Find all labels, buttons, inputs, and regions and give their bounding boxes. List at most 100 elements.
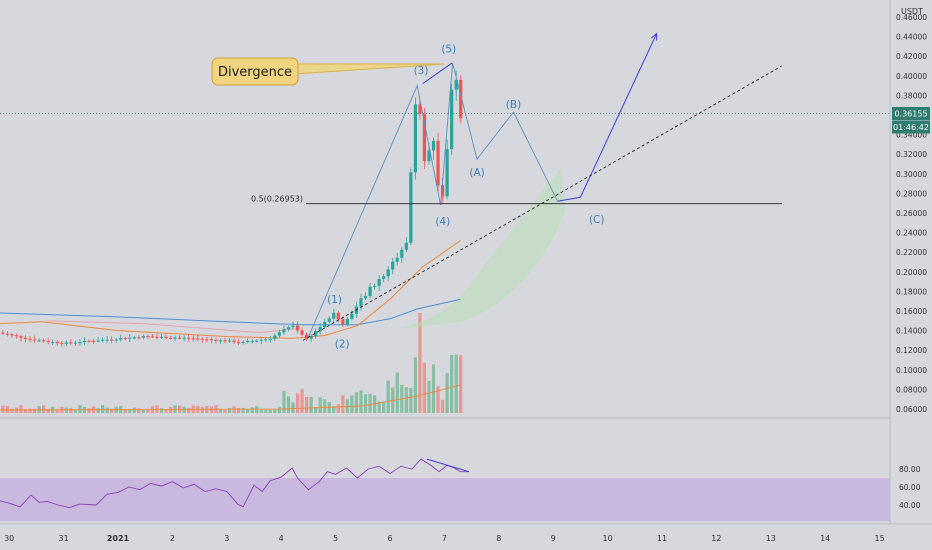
candle-body [168, 337, 173, 339]
candle-body [323, 321, 327, 328]
time-tick-label: 7 [442, 534, 447, 543]
wave-label: (1) [327, 294, 342, 306]
divergence-callout[interactable]: Divergence [211, 57, 445, 86]
volume-bar [159, 408, 164, 413]
candle-body [327, 318, 331, 322]
volume-bar [273, 408, 277, 413]
candle-body [295, 325, 300, 331]
volume-bar [264, 409, 268, 413]
elliott-wave-line [306, 62, 559, 340]
candle-body [96, 340, 100, 342]
price-tick-label: 0.42000 [896, 52, 927, 61]
candle-body [232, 340, 236, 343]
candle-body [459, 79, 463, 118]
svg-text:01:46:42: 01:46:42 [893, 123, 929, 132]
candle-body [78, 342, 82, 344]
volume-bar [146, 409, 150, 413]
grid [0, 113, 890, 419]
volume-bar [395, 372, 399, 413]
volume-bar [259, 409, 263, 413]
price-axis-ticks: 0.460000.440000.420000.400000.380000.360… [896, 13, 927, 414]
volume-bar [300, 389, 304, 413]
wave-label: (A) [469, 167, 484, 179]
rsi-tick-label: 40.00 [899, 501, 921, 510]
ma-pink [47, 320, 298, 334]
fib-level-label: 0.5(0.26953) [251, 195, 303, 204]
volume-bar [440, 399, 445, 413]
candle-body [431, 140, 436, 151]
time-tick-label: 6 [387, 534, 392, 543]
candle-body [51, 341, 55, 343]
candle-body [178, 337, 182, 339]
wave-label: (5) [441, 43, 456, 55]
price-tick-label: 0.12000 [896, 346, 927, 355]
candle-body [191, 338, 195, 340]
volume-bar [268, 409, 272, 413]
rsi-tick-label: 80.00 [899, 465, 921, 474]
volume-bar [236, 408, 241, 413]
volume-bar [69, 407, 73, 413]
time-tick-label: 13 [766, 534, 776, 543]
price-tick-label: 0.38000 [896, 91, 927, 100]
time-tick-label: 30 [4, 534, 14, 543]
candle-body [146, 336, 150, 338]
candle-body [413, 104, 417, 173]
candle-body [87, 340, 91, 342]
price-axis-panel[interactable] [890, 0, 932, 550]
price-tick-label: 0.18000 [896, 287, 927, 296]
candle-body [159, 336, 164, 338]
price-tick-label: 0.28000 [896, 189, 927, 198]
candle-body [359, 298, 363, 307]
candle-body [23, 337, 28, 339]
price-tick-label: 0.44000 [896, 33, 927, 42]
candle-body [372, 285, 377, 287]
candle-body [209, 339, 213, 341]
current-price-tag: 0.36155 01:46:42 [892, 106, 930, 134]
volume-bar [73, 409, 77, 413]
candle-body [187, 337, 191, 339]
candle-body [100, 339, 105, 341]
candle-body [82, 340, 87, 343]
volume-bar [336, 404, 340, 413]
volume-bar [200, 407, 204, 413]
candle-body [173, 337, 177, 339]
price-tick-label: 0.30000 [896, 170, 927, 179]
candle-body [223, 340, 227, 342]
price-tick-label: 0.22000 [896, 248, 927, 257]
volume-bar [96, 408, 100, 413]
volume-bar [42, 405, 46, 413]
volume-bar [309, 396, 313, 413]
rsi-line [0, 458, 470, 509]
volume-bar [250, 407, 254, 413]
volume-bar [304, 397, 309, 413]
volume-bar [459, 355, 463, 413]
volume-ma [0, 384, 461, 411]
candle-body [291, 325, 295, 328]
volume-bar [359, 390, 363, 413]
price-tick-label: 0.26000 [896, 209, 927, 218]
price-tick-label: 0.34000 [896, 131, 927, 140]
rsi-band [0, 478, 890, 521]
candle-body [427, 150, 431, 162]
volume-bar [55, 409, 59, 413]
projection-cloud-shape [379, 168, 566, 331]
price-tick-label: 0.14000 [896, 327, 927, 336]
candle-body [332, 312, 336, 319]
volume-bar [409, 387, 413, 413]
candle-body [409, 172, 413, 243]
volume-bar [436, 386, 440, 413]
candle-body [259, 339, 263, 341]
candle-body [1, 332, 5, 334]
candle-body [341, 319, 345, 325]
candle-body [37, 340, 41, 342]
divergence-label: Divergence [218, 65, 292, 80]
volume-bar [277, 406, 281, 413]
candle-body [286, 327, 291, 330]
candle-body [300, 330, 304, 335]
currency-label: USDT [901, 7, 923, 16]
time-tick-label: 3 [224, 534, 229, 543]
volume-bar [332, 406, 336, 413]
volume-bar [431, 364, 436, 413]
candle-body [19, 336, 23, 338]
